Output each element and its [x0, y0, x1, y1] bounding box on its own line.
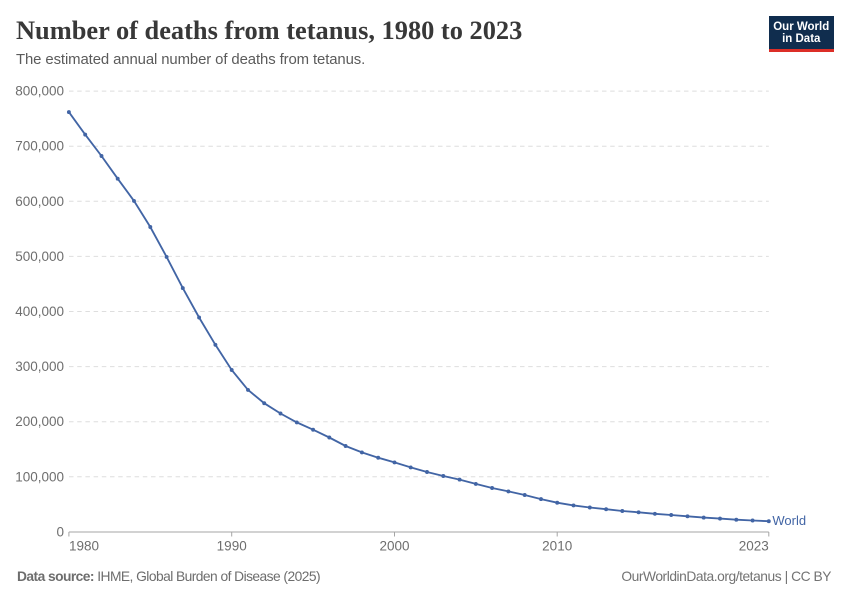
- svg-text:100,000: 100,000: [15, 469, 64, 484]
- svg-text:1980: 1980: [69, 539, 99, 554]
- svg-text:2023: 2023: [739, 539, 769, 554]
- svg-text:400,000: 400,000: [15, 304, 64, 319]
- svg-text:2010: 2010: [542, 539, 572, 554]
- svg-text:700,000: 700,000: [15, 139, 64, 154]
- svg-text:500,000: 500,000: [15, 249, 64, 264]
- svg-text:600,000: 600,000: [15, 194, 64, 209]
- svg-text:800,000: 800,000: [15, 84, 64, 99]
- svg-text:300,000: 300,000: [15, 359, 64, 374]
- svg-text:200,000: 200,000: [15, 414, 64, 429]
- svg-text:0: 0: [56, 524, 64, 539]
- svg-text:World: World: [772, 513, 806, 528]
- svg-text:1990: 1990: [217, 539, 247, 554]
- svg-text:2000: 2000: [379, 539, 409, 554]
